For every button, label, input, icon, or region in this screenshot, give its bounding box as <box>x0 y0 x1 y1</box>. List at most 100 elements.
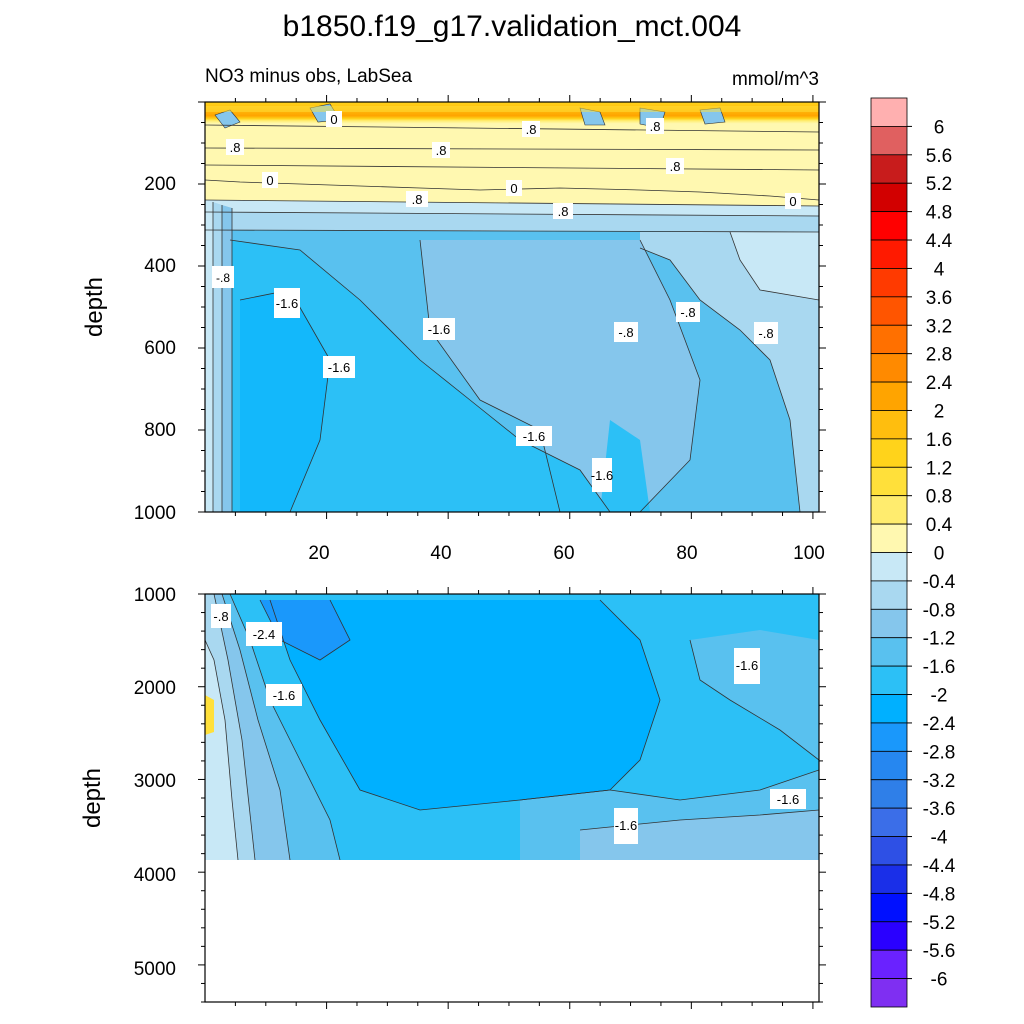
colorbar-label: -4.8 <box>923 884 956 905</box>
colorbar-label: -1.2 <box>923 629 956 650</box>
colorbar-boxes <box>870 97 908 1008</box>
colorbar-swatch <box>870 353 908 383</box>
colorbar-swatch <box>870 665 908 695</box>
lower-contour-label: -1.6 <box>736 658 758 673</box>
colorbar-label: 4.8 <box>926 203 952 224</box>
colorbar-label: -6 <box>931 970 948 991</box>
colorbar-swatch <box>870 552 908 582</box>
upper-contour-label: -.8 <box>216 271 230 285</box>
lower-contour-label-group: -.8 -2.4 -1.6 -1.6 -1.6 -1.6 <box>211 604 806 844</box>
colorbar-label: 1.6 <box>926 430 952 451</box>
lower-contour-label: -1.6 <box>777 792 799 807</box>
colorbar-swatch <box>870 807 908 837</box>
upper-contour-label: 0 <box>330 112 337 127</box>
colorbar-swatch <box>870 779 908 809</box>
colorbar-label: 0.4 <box>926 515 953 536</box>
lower-y-tick-label: 4000 <box>134 865 176 886</box>
colorbar-label: 4 <box>934 259 945 280</box>
colorbar-swatch <box>870 836 908 866</box>
lower-contour-label: -.8 <box>213 609 228 624</box>
upper-contour-label: -1.6 <box>523 429 545 444</box>
upper-contour-label: -1.6 <box>428 322 450 337</box>
upper-contour-label: -.8 <box>758 326 773 341</box>
upper-y-tick-label: 200 <box>144 174 176 195</box>
colorbar-swatch <box>870 949 908 979</box>
colorbar-swatch <box>870 324 908 355</box>
lower-y-tick-label: 2000 <box>134 678 176 699</box>
upper-x-tick-label: 100 <box>793 543 825 564</box>
colorbar-swatch <box>870 239 908 269</box>
lower-contour-label: -2.4 <box>253 627 275 642</box>
colorbar-label: -4.4 <box>923 856 956 877</box>
upper-y-axis-title: depth <box>81 277 108 337</box>
colorbar-label: -2.4 <box>923 714 956 735</box>
colorbar-swatch <box>870 978 908 1008</box>
colorbar-label: 2 <box>934 401 945 422</box>
lower-y-axis: 1000 2000 3000 4000 5000 <box>134 585 826 1003</box>
colorbar-swatch <box>870 154 908 184</box>
lower-x-tick-marks <box>234 587 814 1009</box>
lower-contour-label: -1.6 <box>615 818 637 833</box>
colorbar-labels: 6 5.6 5.2 4.8 4.4 4 3.6 3.2 2.8 2.4 2 1.6 1.2 0.8 0.4 0… <box>907 117 956 991</box>
upper-contour-label: -.8 <box>680 305 695 320</box>
colorbar-label: -5.2 <box>923 913 956 934</box>
upper-x-tick-label: 20 <box>308 543 329 564</box>
colorbar-swatch <box>870 637 908 667</box>
colorbar-swatch <box>870 864 908 894</box>
upper-contour-label-group: 0 .8 .8 .8 .8 .8 0 .8 0 .8 0 -.8 -1.6 -1… <box>212 111 801 492</box>
colorbar-swatch <box>870 892 908 923</box>
colorbar-swatch <box>870 722 908 752</box>
upper-x-tick-marks <box>234 95 814 519</box>
lower-y-tick-marks <box>198 593 826 1003</box>
colorbar-swatch <box>870 523 908 553</box>
colorbar-swatch <box>870 921 908 951</box>
upper-y-tick-marks <box>198 101 826 513</box>
upper-contour-label: -1.6 <box>276 296 298 311</box>
upper-y-tick-label: 1000 <box>134 503 176 524</box>
colorbar-swatch <box>870 296 908 326</box>
lower-y-tick-label: 3000 <box>134 771 176 792</box>
upper-contour-label: .8 <box>412 192 423 207</box>
upper-contour-label: 0 <box>510 181 517 196</box>
upper-contour-label: .8 <box>670 159 681 174</box>
colorbar-swatch <box>870 608 908 639</box>
upper-contour-label: .8 <box>436 143 447 158</box>
lower-contour-fill <box>205 594 819 860</box>
colorbar-label: -2 <box>931 686 948 707</box>
lower-y-axis-title: depth <box>79 768 106 828</box>
colorbar-swatch <box>870 126 908 156</box>
upper-contour-label: -.8 <box>618 325 633 340</box>
colorbar-label: -0.8 <box>923 600 956 621</box>
colorbar-label: 5.2 <box>926 174 952 195</box>
colorbar-label: 2.8 <box>926 345 952 366</box>
upper-x-tick-label: 80 <box>676 543 697 564</box>
colorbar-swatch <box>870 495 908 525</box>
colorbar-label: 4.4 <box>926 231 953 252</box>
upper-y-tick-label: 600 <box>144 338 176 359</box>
colorbar-swatch <box>870 694 908 724</box>
colorbar-label: 1.2 <box>926 458 952 479</box>
colorbar-swatch <box>870 381 908 411</box>
colorbar-swatch <box>870 182 908 213</box>
upper-x-tick-label: 40 <box>430 543 451 564</box>
upper-y-tick-label: 400 <box>144 256 176 277</box>
colorbar-label: -4 <box>931 828 948 849</box>
upper-y-tick-label: 800 <box>144 420 176 441</box>
colorbar-swatch <box>870 580 908 610</box>
colorbar-swatch <box>870 466 908 497</box>
colorbar-label: -0.4 <box>923 572 956 593</box>
upper-panel: NO3 minus obs, LabSea mmol/m^3 <box>81 66 826 564</box>
colorbar-label: -3.6 <box>923 799 956 820</box>
colorbar-label: 5.6 <box>926 146 952 167</box>
upper-contour-label: .8 <box>230 140 241 155</box>
upper-contour-label: .8 <box>650 119 661 134</box>
colorbar-label: -5.6 <box>923 941 956 962</box>
lower-y-tick-label: 1000 <box>134 585 176 606</box>
colorbar-label: -3.2 <box>923 771 956 792</box>
lower-panel: -.8 -2.4 -1.6 -1.6 -1.6 -1.6 depth 1000 … <box>79 585 826 1009</box>
colorbar: 6 5.6 5.2 4.8 4.4 4 3.6 3.2 2.8 2.4 2 1.6 1.2 0.8 0.4 0… <box>870 97 956 1008</box>
upper-subtitle-left: NO3 minus obs, LabSea <box>205 66 412 87</box>
upper-subtitle-right: mmol/m^3 <box>732 69 819 90</box>
upper-x-tick-label: 60 <box>553 543 574 564</box>
